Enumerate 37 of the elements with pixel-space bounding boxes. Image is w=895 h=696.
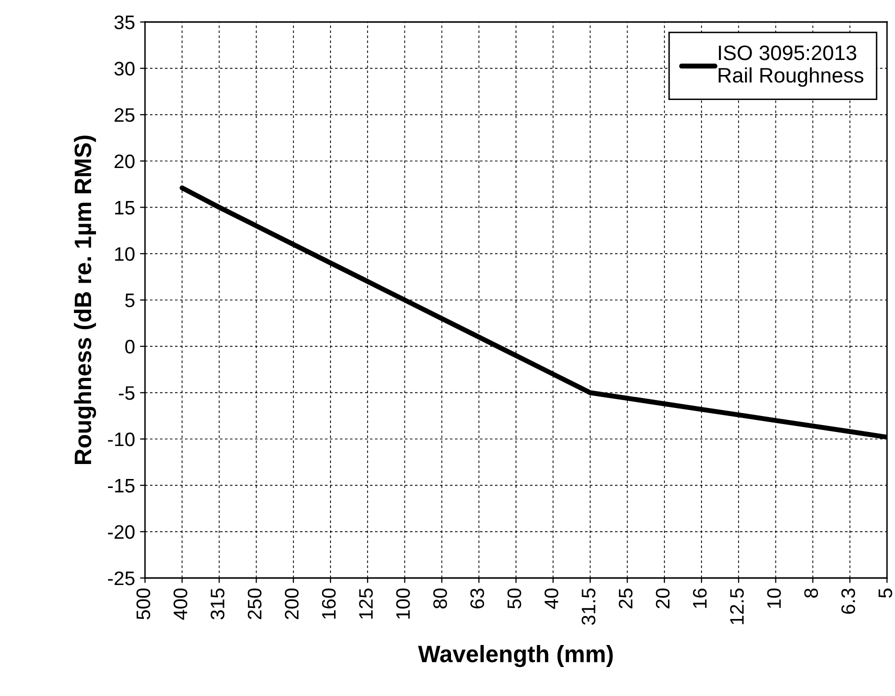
y-tick-label: 25 <box>114 108 134 122</box>
y-tick-label: 20 <box>114 154 135 168</box>
x-tick-label: 10 <box>767 588 781 608</box>
x-tick-label: 125 <box>359 588 373 619</box>
x-tick-label: 50 <box>507 588 522 609</box>
y-tick-label: 5 <box>125 294 134 308</box>
x-tick-label: 100 <box>396 588 410 619</box>
x-tick-label: 12.5 <box>730 588 744 624</box>
x-axis-title: Wavelength (mm) <box>418 645 613 668</box>
legend-label: ISO 3095:2013 Rail Roughness <box>718 45 864 87</box>
x-tick-label: 5 <box>878 588 892 598</box>
x-tick-label: 315 <box>210 588 224 620</box>
x-tick-label: 6.3 <box>841 588 856 614</box>
x-tick-label: 16 <box>692 588 707 608</box>
y-tick-label: -5 <box>118 386 134 400</box>
y-tick-label: 35 <box>114 15 134 30</box>
x-tick-label: 400 <box>174 588 188 620</box>
x-tick-label: 500 <box>136 588 150 620</box>
x-tick-label: 8 <box>804 588 818 598</box>
y-tick-label: -25 <box>108 571 134 586</box>
x-tick-label: 80 <box>433 588 448 609</box>
y-tick-label: -15 <box>108 479 134 493</box>
y-tick-label: 0 <box>125 340 135 354</box>
x-tick-label: 31.5 <box>582 588 596 625</box>
y-tick-label: 30 <box>114 62 135 76</box>
y-tick-label: 15 <box>115 201 134 215</box>
y-tick-label: -20 <box>108 525 135 539</box>
x-tick-label: 63 <box>470 588 484 608</box>
x-tick-label: 25 <box>618 588 633 608</box>
x-tick-label: 160 <box>322 588 336 619</box>
y-axis-title: Roughness (dB re. 1µm RMS) <box>74 136 96 464</box>
y-tick-label: -10 <box>108 432 135 446</box>
x-tick-label: 250 <box>248 588 262 620</box>
x-tick-label: 40 <box>544 588 558 609</box>
x-tick-label: 20 <box>656 588 670 608</box>
x-tick-label: 200 <box>284 588 299 620</box>
y-tick-label: 10 <box>115 247 135 261</box>
